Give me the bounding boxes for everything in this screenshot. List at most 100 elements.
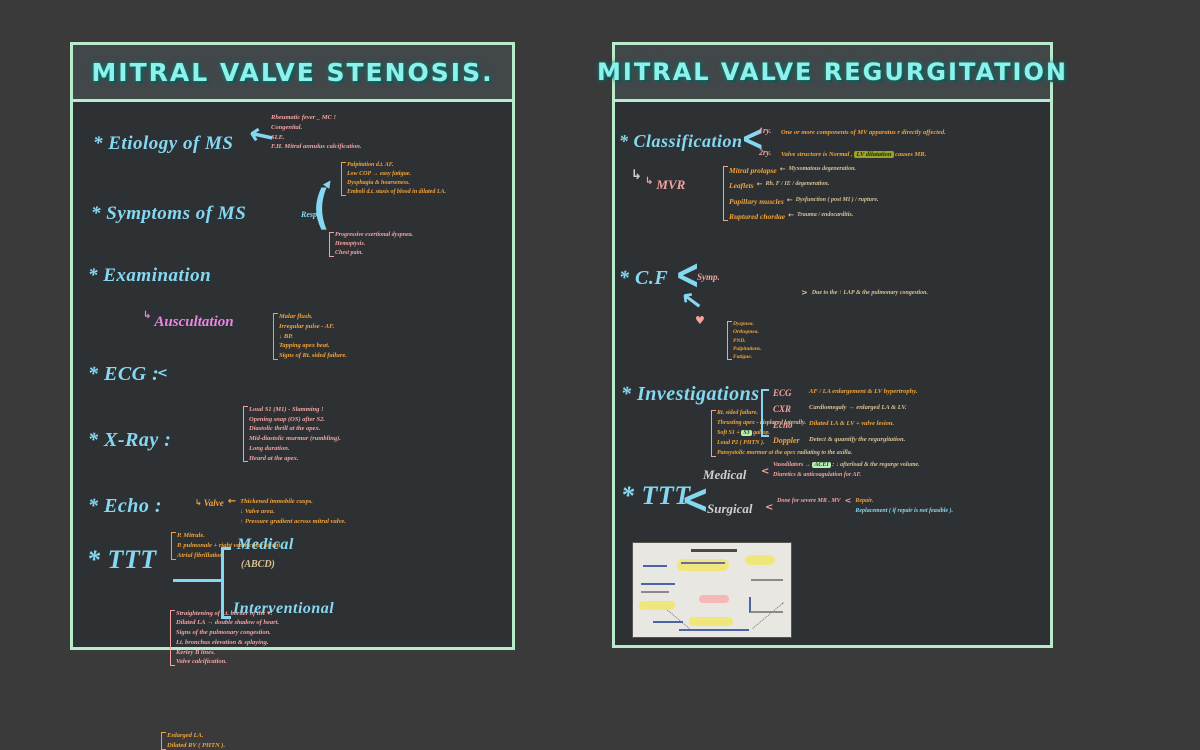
medical-label-right: Medical [703, 467, 747, 482]
page-mitral-valve-stenosis[interactable]: MITRAL VALVE STENOSIS. * Etiology of MS … [70, 42, 515, 750]
right-page-title: MITRAL VALVE REGURGITATION [597, 58, 1068, 86]
heading-ttt: * TTT [87, 545, 157, 574]
s3-highlight: S3 [741, 430, 752, 437]
embedded-flowchart-image[interactable] [633, 543, 791, 637]
angle-icon: < [761, 466, 770, 477]
ecg-item: Atrial fibrillation. [177, 551, 225, 559]
heading-etiology: * Etiology of MS [93, 133, 234, 154]
angle-icon: < [157, 366, 168, 381]
connector-line [173, 579, 221, 582]
cf-symptom-item: Palpitations. [733, 345, 762, 352]
interventional-label: Interventional [233, 600, 335, 617]
investigation-row: Doppler Detect & quantify the regurgitat… [773, 436, 906, 445]
symptom-item: Low COP → easy fatigue. [347, 171, 411, 177]
echo-item: Dilated RV ( PHTN ). [167, 741, 226, 749]
cf-sign-item: Loud P2 ( PHTN ). [717, 440, 765, 447]
cf-symptom-item: PND. [733, 337, 746, 344]
medical-abcd-label: (ABCD) [241, 559, 275, 570]
examination-item: Signs of Rt. sided failure. [279, 352, 347, 359]
xray-item: Straightening of Lt. border of the ♥. [176, 609, 273, 617]
left-arrow-icon: ← [756, 180, 763, 189]
mvr-label: MVR [656, 177, 686, 192]
heading-classification: * Classification [619, 131, 743, 151]
heading-ecg: * ECG : [88, 363, 160, 385]
mvr-cause-row: Leaflets ← Rh. F / IE / degeneration. [729, 180, 830, 191]
left-arrow-icon: ← [779, 165, 786, 173]
auscultation-item: Diastolic thrill at the apex. [249, 425, 321, 433]
medical-label: Medical [237, 536, 294, 553]
symptom-item: Emboli d.t. stasis of blood in dilated L… [347, 189, 447, 195]
xray-item: Lt. bronchus elevation & splaying. [176, 638, 269, 646]
resp-item: Hemoptysis. [335, 241, 366, 247]
echo-valve-item: ↑ Pressure gradient across mitral valve. [240, 517, 346, 525]
turn-arrow-icon: ↳ [143, 310, 152, 321]
resp-label: Resp. [301, 210, 319, 219]
ecg-item: P. pulmonale + right ventricular strain. [177, 542, 282, 549]
flowchart-mark [643, 557, 667, 567]
ttt-medical-row: Diuretics & anticoagulation for AF. [773, 472, 862, 478]
auscultation-item: Opening snap (OS) after S2. [249, 415, 326, 423]
flowchart-mark [699, 595, 729, 603]
angle-icon: < [765, 502, 774, 513]
cf-sign-item: Thrusting apex - displaced laterally. [717, 420, 806, 427]
auscultation-label: Auscultation [154, 314, 234, 330]
heart-icon: ♥ [695, 314, 705, 327]
xray-item: Valve calcification. [176, 658, 227, 666]
heading-investigations: * Investigations [621, 383, 760, 405]
heading-echo: * Echo : [88, 495, 162, 517]
left-page-header: MITRAL VALVE STENOSIS. [73, 45, 512, 102]
heading-xray: * X-Ray : [88, 429, 172, 451]
examination-item: ↓ BP. [279, 332, 293, 340]
etiology-item: Congenital. [271, 123, 303, 131]
symptoms-label: Symp. [697, 272, 720, 282]
left-page-body: * Etiology of MS ← Rheumatic fever _ MC … [73, 105, 512, 750]
ecg-item: P. Mitrale. [177, 532, 205, 540]
diagonal-arrow-icon: ↖ [679, 285, 705, 319]
turn-arrow-icon: ↳ [631, 168, 642, 183]
surgical-option: Replacement ( if repair is not feasible … [855, 508, 954, 514]
resp-item: Chest pain. [335, 250, 364, 256]
investigations-bracket [761, 389, 769, 437]
heading-cf: * C.F [619, 267, 669, 289]
surgical-label: Surgical [707, 501, 753, 516]
flowchart-mark [641, 583, 675, 585]
secondary-label: 2ry. [759, 148, 772, 157]
investigation-row: ECG AF / LA enlargement & LV hypertrophy… [773, 388, 918, 398]
examination-item: Tapping apex beat. [279, 342, 330, 350]
cf-symptom-item: Orthopnea. [733, 329, 759, 336]
brace-icon: ( [313, 181, 330, 235]
auscultation-item: Long duration. [249, 444, 290, 452]
flowchart-mark [681, 562, 725, 564]
mvr-cause-row: Mitral prolapse ← Myxomatous degeneratio… [729, 165, 856, 176]
connector-bracket [221, 547, 231, 619]
auscultation-item: Heard at the apex. [249, 454, 299, 462]
etiology-item: Rheumatic fever _ MC ! [271, 114, 336, 121]
xray-item: Signs of the pulmonary congestion. [176, 629, 271, 636]
auscultation-item: Mid-diastolic murmur (rumbling). [249, 435, 341, 442]
angle-icon: < [681, 476, 710, 524]
surgical-option: Repair. [855, 498, 874, 504]
acei-highlight: ACEI [812, 462, 831, 468]
mvr-cause-row: Ruptured chordae ← Trauma / endocarditis… [729, 210, 854, 221]
left-page-title: MITRAL VALVE STENOSIS. [91, 57, 494, 87]
flowchart-mark [639, 601, 675, 610]
cf-sign-item: Rt. sided failure. [717, 410, 759, 417]
heading-ttt-right: * TTT [621, 481, 691, 510]
flowchart-mark [749, 597, 783, 613]
left-arrow-icon: ← [788, 210, 794, 219]
left-arrow-icon: ← [227, 496, 237, 507]
resp-item: Progressive exertional dyspnea. [335, 232, 414, 238]
etiology-item: F.H. Mitral annulus calcification. [271, 143, 362, 151]
cf-symptoms-note: Due to the ↑ LAP & the pulmonary congest… [811, 290, 928, 296]
etiology-item: SLE. [271, 133, 285, 141]
flowchart-mark [751, 579, 783, 581]
flowchart-mark [653, 621, 683, 623]
flowchart-mark [641, 591, 669, 593]
angle-icon: < [675, 250, 701, 300]
mvr-cause-row: Papillary muscles ← Dysfunction ( post M… [729, 195, 879, 206]
page-mitral-valve-regurgitation[interactable]: MITRAL VALVE REGURGITATION * Classificat… [597, 42, 1066, 648]
ttt-medical-row: Vasodilators → ACEI : ↓ afterload & the … [773, 462, 920, 468]
angle-icon: < [741, 116, 765, 160]
cf-symptom-item: Fatigue. [733, 354, 753, 360]
turn-arrow-icon: ↳ [195, 498, 202, 507]
